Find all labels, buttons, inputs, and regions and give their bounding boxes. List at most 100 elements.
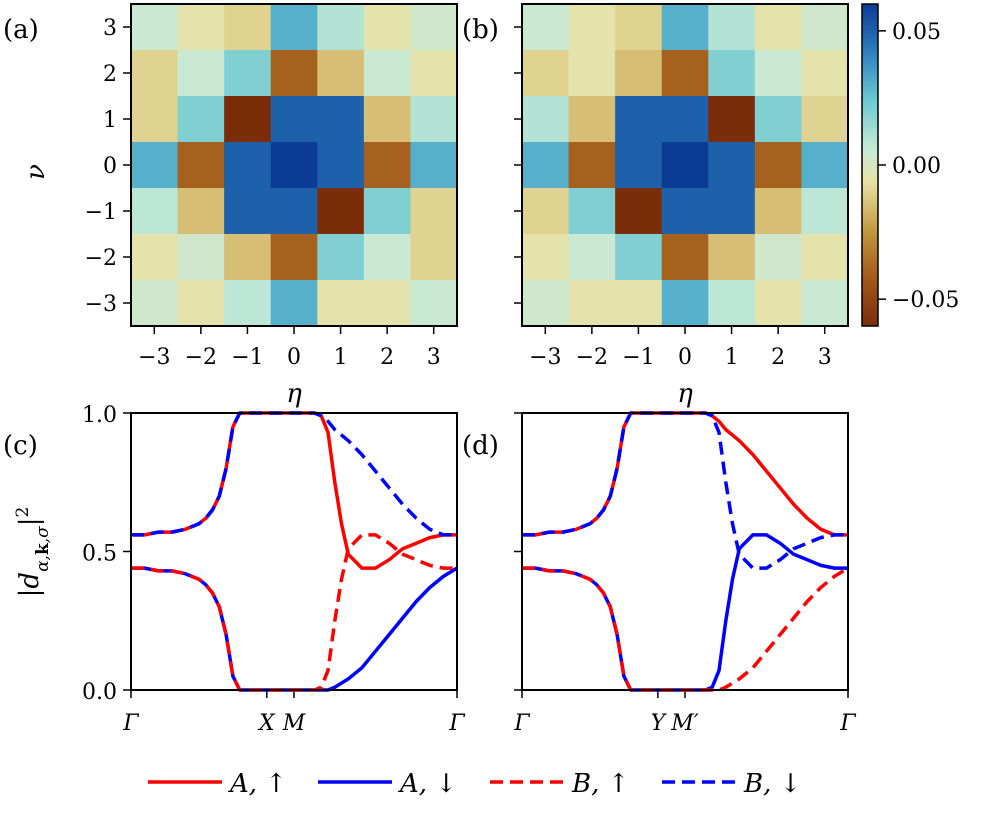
- heatmap-cell: [568, 280, 616, 327]
- heatmap-cell: [801, 50, 849, 97]
- heatmap-cell: [270, 280, 318, 327]
- heatmap-cell: [708, 188, 756, 235]
- x-tick-label: −2: [576, 345, 608, 370]
- heatmap-cell: [177, 142, 225, 189]
- heatmap-cell: [708, 50, 756, 97]
- colorbar: −0.05 0.00 0.05: [861, 3, 959, 327]
- y-tick-label: 0: [103, 154, 117, 179]
- heatmap-cell: [801, 4, 849, 51]
- panel-label-d: (d): [462, 431, 499, 461]
- heatmap-cell: [363, 96, 412, 143]
- series-line: [131, 566, 457, 692]
- heatmap-cell: [615, 234, 663, 281]
- x-tick-label: 2: [771, 345, 785, 370]
- heatmap-cell: [317, 96, 365, 143]
- heatmap-cell: [708, 280, 756, 327]
- series-line: [131, 411, 457, 570]
- heatmap-cell: [568, 96, 616, 143]
- heatmap-cell: [801, 96, 849, 143]
- x-tick-label: Y: [651, 711, 668, 736]
- heatmap-cell: [708, 96, 756, 143]
- y-tick-label: 1: [103, 108, 117, 133]
- x-tick-label: M′: [670, 711, 699, 736]
- heatmap-cell: [801, 142, 849, 189]
- x-tick-label: Γ: [839, 711, 856, 736]
- heatmap-cell: [801, 280, 849, 327]
- heatmap-cell: [317, 280, 365, 327]
- heatmap-cell: [363, 280, 412, 327]
- y-tick-label: 1.0: [82, 403, 117, 428]
- y-tick-label: −2: [85, 246, 117, 271]
- heatmap-cell: [224, 4, 272, 51]
- heatmap-cell: [177, 4, 225, 51]
- heatmap-cell: [177, 188, 225, 235]
- heatmap-cell: [754, 4, 803, 51]
- heatmap-cell: [708, 234, 756, 281]
- heatmap-cell: [224, 188, 272, 235]
- heatmap-cell: [568, 4, 616, 51]
- heatmap-cell: [568, 50, 616, 97]
- x-tick-label: −3: [138, 345, 170, 370]
- heatmap-a: −3 −2 −1 0 1 2 3 3 2 1 0 −1 −2 −3: [85, 3, 458, 370]
- panel-label-c: (c): [3, 431, 38, 461]
- heatmap-cell: [410, 96, 458, 143]
- y-tick-label: 0.5: [82, 542, 117, 567]
- heatmap-cell: [410, 280, 458, 327]
- ylabel-a: ν: [21, 164, 51, 180]
- heatmap-cell: [270, 50, 318, 97]
- heatmap-cell: [754, 50, 803, 97]
- heatmap-cell: [661, 4, 709, 51]
- x-tick-label: Γ: [448, 711, 465, 736]
- heatmap-cell: [615, 4, 663, 51]
- y-tick-label: 3: [103, 16, 117, 41]
- colorbar-tick-label: −0.05: [892, 288, 959, 313]
- ylabel-c: |dα,k,σ|2: [13, 507, 53, 598]
- heatmap-cell: [224, 234, 272, 281]
- heatmap-cell: [224, 96, 272, 143]
- x-tick-label: 0: [678, 345, 692, 370]
- axes-frame: [521, 412, 849, 691]
- heatmap-cell: [131, 142, 179, 189]
- heatmap-cell: [661, 234, 709, 281]
- x-tick-label: −3: [529, 345, 561, 370]
- y-tick-label: 0.0: [82, 680, 117, 705]
- heatmap-cell: [568, 188, 616, 235]
- legend-label: B, ↓: [743, 769, 801, 799]
- heatmap-cell: [410, 142, 458, 189]
- heatmap-cell: [522, 234, 570, 281]
- heatmap-b: −3 −2 −1 0 1 2 3: [514, 3, 849, 370]
- heatmap-cell: [363, 142, 412, 189]
- heatmap-cell: [410, 188, 458, 235]
- x-tick-label: X: [257, 711, 276, 736]
- x-tick-label: −1: [231, 345, 263, 370]
- heatmap-cell: [568, 234, 616, 281]
- heatmap-cell: [754, 234, 803, 281]
- heatmap-cell: [131, 234, 179, 281]
- heatmap-cell: [363, 50, 412, 97]
- legend-label: A, ↓: [398, 769, 457, 799]
- x-tick-label: −2: [185, 345, 217, 370]
- heatmap-cell: [410, 4, 458, 51]
- y-tick-label: −3: [85, 292, 117, 317]
- heatmap-cell: [131, 188, 179, 235]
- heatmap-cell: [131, 4, 179, 51]
- heatmap-cell: [270, 96, 318, 143]
- heatmap-cell: [661, 142, 709, 189]
- heatmap-cell: [661, 96, 709, 143]
- heatmap-cell: [131, 50, 179, 97]
- heatmap-cell: [708, 4, 756, 51]
- heatmap-cell: [317, 50, 365, 97]
- heatmap-cell: [522, 188, 570, 235]
- heatmap-cell: [522, 96, 570, 143]
- x-tick-label: −1: [622, 345, 654, 370]
- legend: A, ↑ A, ↓ B, ↑ B, ↓: [148, 769, 801, 799]
- heatmap-cell: [522, 280, 570, 327]
- panel-label-b: (b): [462, 15, 499, 45]
- x-tick-label: 3: [818, 345, 832, 370]
- heatmap-cell: [568, 142, 616, 189]
- heatmap-cell: [317, 188, 365, 235]
- legend-label: B, ↑: [571, 769, 629, 799]
- series-line: [522, 566, 848, 692]
- heatmap-cell: [661, 188, 709, 235]
